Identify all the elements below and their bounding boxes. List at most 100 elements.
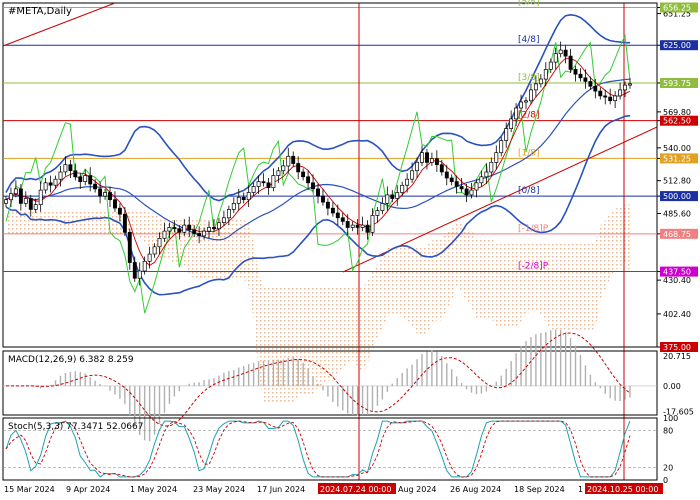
macd-histogram — [3, 329, 657, 442]
stoch-pane-frame — [2, 417, 658, 481]
time-label: 17 Jun 2024 — [257, 485, 305, 494]
candle-body — [78, 176, 83, 182]
candle-body — [583, 77, 588, 82]
candle-body — [573, 69, 578, 75]
time-label: 9 Apr 2024 — [66, 485, 110, 494]
price-level-label: 656.25 — [663, 4, 691, 13]
candle-body — [93, 183, 98, 190]
candle-body — [578, 73, 583, 79]
price-level-box — [660, 40, 698, 51]
candle-body — [484, 171, 489, 178]
candle-body — [197, 233, 202, 237]
price-tick-label: 651.25 — [663, 10, 691, 19]
stoch-pane: Stoch(5,3,3) 77.3471 52.0667 — [2, 417, 658, 481]
candle-body — [33, 204, 38, 210]
candle-body — [48, 182, 53, 186]
stoch-tick-label: 20 — [663, 464, 673, 473]
candle-body — [266, 182, 271, 188]
candle-body — [499, 140, 504, 154]
candle-body — [132, 262, 137, 279]
candle-body — [246, 192, 251, 201]
macd-label: MACD(12,26,9) 6.382 8.259 — [8, 355, 134, 365]
candle-body — [425, 152, 429, 163]
price-level-box — [660, 191, 698, 202]
candle-body — [519, 101, 523, 109]
candle-body — [152, 246, 157, 255]
candle-body — [13, 188, 18, 195]
murrey-labels: [5/8] [4/8] [3/8] [2/8] [1/8] [0/8] [-1/8]P [-2… — [518, 0, 549, 272]
candle-body — [494, 152, 499, 163]
candle-body — [459, 186, 464, 190]
candle-body — [385, 194, 390, 204]
macd-pane: MACD(12,26,9) 6.382 8.259 — [2, 329, 658, 442]
price-level-label: 468.75 — [663, 230, 691, 239]
stoch-tick-label: 0 — [663, 476, 668, 485]
macd-tick-label: -17.605 — [663, 408, 694, 417]
murrey-lines — [3, 7, 657, 273]
time-highlight-box — [318, 483, 396, 494]
bollinger-upper — [5, 13, 630, 202]
candle-body — [98, 188, 103, 197]
price-tick-label: 569.80 — [663, 108, 691, 117]
murrey-label-5: [0/8] — [518, 186, 540, 196]
candle-body — [271, 175, 276, 189]
stoch-tick-label: 80 — [663, 426, 673, 435]
candle-body — [28, 198, 33, 210]
candle-body — [38, 189, 43, 205]
time-highlight-box — [585, 483, 663, 494]
macd-axis: 20.715 0.00 -17.605 — [663, 352, 694, 417]
candle-body — [241, 196, 246, 201]
candle-body — [192, 229, 197, 234]
candle-body — [68, 164, 73, 172]
candle-body — [113, 199, 117, 209]
candle-body — [256, 181, 261, 187]
candle-body — [127, 231, 132, 263]
macd-pane-frame — [2, 350, 658, 416]
candle-body — [504, 128, 509, 141]
candle-body — [83, 175, 88, 182]
candle-body — [296, 163, 301, 173]
candle-body — [395, 192, 400, 199]
price-tick-label: 512.80 — [663, 177, 691, 186]
vertical-markers — [358, 3, 625, 480]
price-axis: 656.25651.25 625.00 593.75 569.80562.50 540.… — [657, 2, 698, 352]
candle-body — [73, 170, 78, 178]
candle-body — [355, 224, 360, 228]
candle-body — [588, 81, 593, 87]
price-level-label: 562.50 — [663, 117, 691, 126]
candle-body — [400, 184, 405, 193]
candle-body — [251, 186, 256, 193]
candle-body — [514, 107, 519, 120]
candle-body — [4, 199, 8, 204]
price-level-label: 437.50 — [663, 268, 691, 277]
candle-body — [122, 213, 127, 233]
candle-body — [474, 182, 479, 191]
stoch-label: Stoch(5,3,3) 77.3471 52.0667 — [8, 422, 143, 432]
macd-tick-label: 20.715 — [663, 352, 691, 361]
murrey-label-3: [2/8] — [518, 111, 540, 121]
candle-body — [9, 193, 13, 201]
candle-body — [43, 182, 48, 191]
chikou-line — [5, 33, 631, 314]
chart-title: #META,Daily — [8, 6, 72, 17]
candle-body — [553, 53, 558, 63]
candle-body — [420, 152, 424, 163]
candle-body — [405, 178, 410, 186]
time-label: 1 — [578, 485, 583, 494]
candle-body — [410, 170, 415, 180]
candle-body — [390, 194, 395, 199]
price-pane: [5/8] [4/8] [3/8] [2/8] [1/8] [0/8] [-1/8]P [-2… — [2, 0, 658, 480]
cloud-area — [6, 204, 630, 403]
macd-tick-label: 0.00 — [663, 382, 681, 391]
candle-body — [623, 84, 627, 91]
candle-body — [58, 171, 63, 180]
murrey-label-0: [5/8] — [518, 0, 540, 8]
candle-body — [117, 207, 122, 215]
candle-body — [335, 212, 340, 219]
price-level-box — [660, 153, 698, 164]
candle-body — [202, 230, 207, 237]
price-level-box — [660, 78, 698, 88]
candle-body — [593, 85, 598, 92]
candle-body — [281, 165, 286, 172]
candle-body — [434, 158, 439, 166]
